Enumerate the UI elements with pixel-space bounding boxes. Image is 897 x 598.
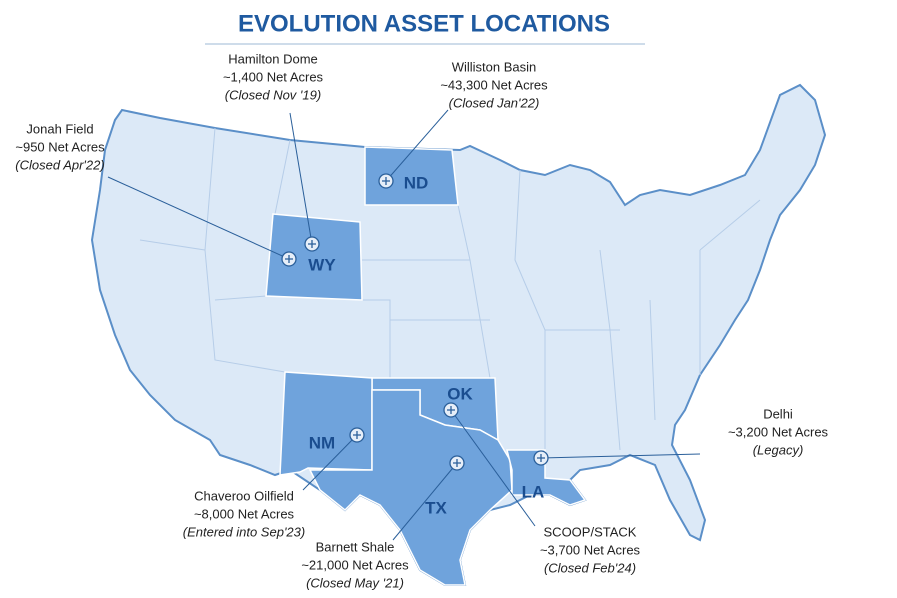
state-nd	[364, 146, 459, 206]
state-label: OK	[447, 384, 473, 403]
marker-plus	[447, 406, 455, 414]
asset-acres: ~1,400 Net Acres	[223, 69, 324, 84]
asset-name: Chaveroo Oilfield	[194, 488, 294, 503]
marker-plus	[453, 459, 461, 467]
state-wy	[265, 213, 363, 301]
state-label: NM	[309, 433, 335, 452]
state-label: LA	[522, 482, 545, 501]
state-label: ND	[404, 173, 429, 192]
asset-name: Delhi	[763, 406, 793, 421]
asset-status: (Closed May '21)	[306, 575, 404, 590]
asset-status: (Entered into Sep'23)	[183, 524, 305, 539]
leader-line	[289, 112, 313, 245]
marker-plus	[382, 177, 390, 185]
asset-acres: ~43,300 Net Acres	[440, 77, 548, 92]
state-label: WY	[308, 255, 336, 274]
state-label: TX	[425, 498, 447, 517]
asset-status: (Closed Jan'22)	[449, 95, 540, 110]
title: EVOLUTION ASSET LOCATIONS	[238, 10, 610, 37]
asset-status: (Closed Nov '19)	[225, 87, 321, 102]
marker-plus	[537, 454, 545, 462]
asset-status: (Closed Apr'22)	[15, 157, 104, 172]
leader-line	[302, 434, 358, 491]
state-nm	[279, 371, 373, 476]
leader-line	[385, 109, 449, 182]
state-la	[506, 449, 587, 506]
leader-line	[392, 462, 458, 541]
state-borders	[139, 127, 761, 451]
asset-name: SCOOP/STACK	[544, 524, 637, 539]
asset-name: Barnett Shale	[316, 539, 395, 554]
asset-name: Hamilton Dome	[228, 51, 318, 66]
asset-acres: ~8,000 Net Acres	[194, 506, 295, 521]
asset-name: Jonah Field	[26, 121, 93, 136]
state-tx	[308, 389, 513, 586]
asset-acres: ~3,700 Net Acres	[540, 542, 641, 557]
asset-acres: ~3,200 Net Acres	[728, 424, 829, 439]
us-outline	[90, 83, 827, 586]
asset-status: (Legacy)	[753, 442, 804, 457]
marker-plus	[285, 255, 293, 263]
leader-line	[107, 176, 290, 260]
asset-acres: ~21,000 Net Acres	[301, 557, 409, 572]
marker-plus	[308, 240, 316, 248]
leader-line	[450, 409, 536, 527]
asset-acres: ~950 Net Acres	[15, 139, 105, 154]
marker-plus	[353, 431, 361, 439]
asset-status: (Closed Feb'24)	[544, 560, 636, 575]
leader-line	[540, 453, 701, 459]
asset-name: Williston Basin	[452, 59, 537, 74]
